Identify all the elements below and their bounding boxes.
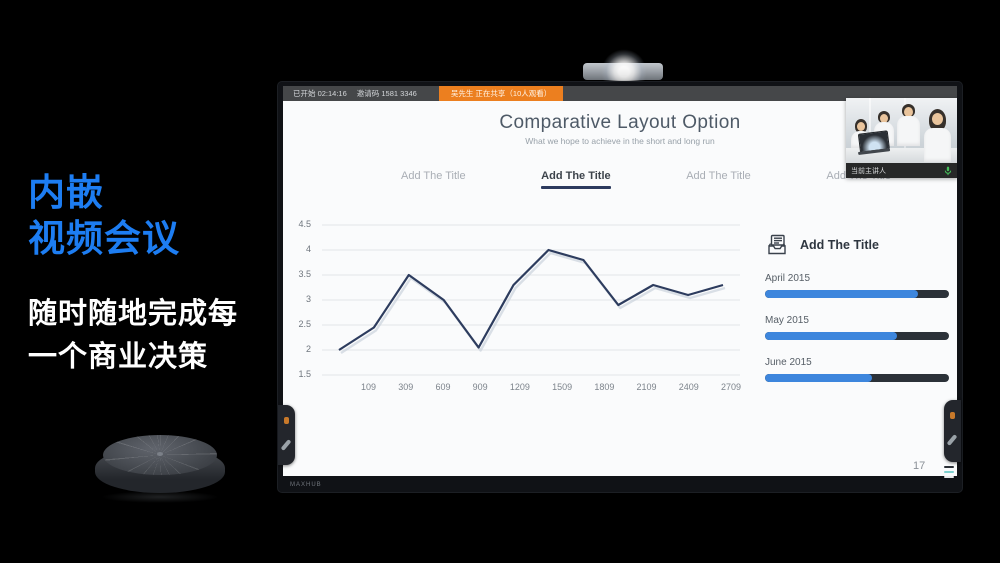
presenter-caption: 当前主讲人: [851, 167, 886, 175]
progress-fill: [765, 332, 898, 340]
speakerphone-shadow: [101, 491, 219, 503]
display-screen: 已开始 02:14:16 邀请码 1581 3346 吴先生 正在共享（10人观…: [283, 86, 957, 476]
y-tick-label: 2: [305, 344, 311, 354]
progress-label: June 2015: [765, 357, 812, 368]
power-led-icon: [950, 412, 955, 419]
progress-track: [765, 374, 949, 382]
speakerphone-button: [157, 452, 163, 456]
y-tick-label: 2.5: [298, 319, 311, 329]
subline-line-2: 一个商业决策: [28, 341, 209, 373]
person-figure: [851, 119, 871, 148]
person-figure: [897, 104, 920, 146]
sharing-status-badge[interactable]: 吴先生 正在共享（10人观看）: [438, 86, 564, 101]
panel-bars: April 2015 May 2015 June 2015: [765, 273, 949, 382]
x-tick-label: 2109: [636, 382, 657, 392]
stylus-icon: [946, 434, 958, 446]
x-tick-label: 1209: [509, 382, 530, 392]
progress-fill: [765, 374, 872, 382]
y-tick-label: 4.5: [298, 219, 311, 229]
y-axis-labels: 4.5 4 3.5 3 2.5 2 1.5: [283, 219, 315, 379]
presenter-video-thumbnail[interactable]: 当前主讲人: [846, 98, 957, 178]
progress-label: April 2015: [765, 273, 811, 284]
line-chart: [322, 224, 740, 376]
slide-subtitle: What we hope to achieve in the short and…: [525, 136, 715, 146]
presenter-caption-bar: 当前主讲人: [846, 163, 957, 178]
right-tool-flap[interactable]: [944, 400, 961, 462]
meeting-timer: 已开始 02:14:16: [293, 89, 347, 98]
x-tick-label: 309: [398, 382, 414, 392]
progress-row: April 2015: [765, 273, 949, 298]
laptop: [857, 130, 891, 155]
green-mic-icon: [944, 166, 952, 175]
x-tick-label: 2409: [678, 382, 699, 392]
subline-line-1: 随时随地完成每: [28, 297, 239, 330]
stylus-icon: [280, 439, 292, 451]
slide-tabs: Add The Title Add The Title Add The Title A…: [401, 170, 891, 193]
left-tool-flap[interactable]: [278, 405, 295, 465]
slide-title: Comparative Layout Option: [499, 112, 741, 133]
document-tray-icon: [768, 234, 786, 255]
x-tick-label: 1509: [552, 382, 573, 392]
speakerphone-device: [95, 433, 225, 503]
headline-line-2: 视频会议: [28, 218, 180, 260]
tab-add-the-title[interactable]: Add The Title: [401, 170, 466, 182]
meeting-room-photo: [846, 98, 957, 163]
power-led-icon: [284, 417, 289, 424]
slide-page-number: 17: [913, 460, 926, 472]
indicator-leds: [944, 466, 954, 481]
person-figure: [924, 109, 951, 162]
side-panel: Add The Title April 2015 May 2015 June 201…: [765, 234, 949, 382]
panel-heading: Add The Title: [800, 238, 879, 252]
left-copy-block: 内嵌 视频会议 随时随地完成每 一个商业决策: [28, 170, 238, 380]
progress-label: May 2015: [765, 315, 809, 326]
line-chart-svg: [322, 224, 740, 376]
brand-logo: MAXHUB: [290, 482, 322, 488]
meeting-status-bar: 已开始 02:14:16 邀请码 1581 3346 吴先生 正在共享（10人观…: [283, 86, 957, 101]
panel-header: Add The Title: [765, 234, 949, 256]
tab-add-the-title[interactable]: Add The Title: [541, 170, 610, 193]
x-axis-labels: 109 309 609 909 1209 1509 1809 2109 2409 2709: [361, 382, 741, 392]
progress-fill: [765, 290, 918, 298]
x-tick-label: 109: [361, 382, 377, 392]
progress-row: June 2015: [765, 357, 949, 382]
tab-add-the-title[interactable]: Add The Title: [686, 170, 751, 182]
x-tick-label: 609: [435, 382, 451, 392]
progress-track: [765, 290, 949, 298]
conference-display: 已开始 02:14:16 邀请码 1581 3346 吴先生 正在共享（10人观…: [278, 82, 962, 492]
progress-row: May 2015: [765, 315, 949, 340]
y-tick-label: 1.5: [298, 369, 311, 379]
person-figure: [874, 111, 894, 146]
progress-track: [765, 332, 949, 340]
headline-line-1: 内嵌: [28, 172, 104, 213]
x-tick-label: 909: [472, 382, 488, 392]
x-tick-label: 2709: [720, 382, 741, 392]
y-tick-label: 4: [305, 244, 311, 254]
x-tick-label: 1809: [594, 382, 615, 392]
y-tick-label: 3: [305, 294, 311, 304]
invite-code: 邀请码 1581 3346: [356, 89, 417, 98]
y-tick-label: 3.5: [298, 269, 311, 279]
